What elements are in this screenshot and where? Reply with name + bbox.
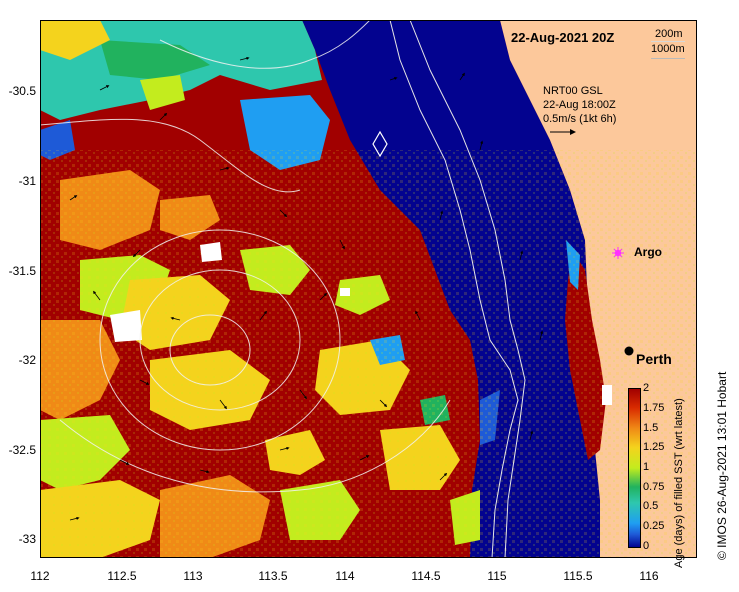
legend-depth-200m: 200m <box>655 28 683 40</box>
x-tick-label: 112.5 <box>107 569 137 583</box>
argo-label: Argo <box>634 245 662 259</box>
x-tick-label: 114.5 <box>411 569 441 583</box>
legend-200m-line <box>651 41 685 42</box>
x-tick-label: 115.5 <box>563 569 593 583</box>
colorbar <box>628 388 641 548</box>
y-tick-label: -31 <box>18 174 36 188</box>
current-note-scale: 0.5m/s (1kt 6h) <box>543 113 617 125</box>
y-tick-label: -32.5 <box>8 443 36 457</box>
colorbar-tick: 1.5 <box>643 422 659 434</box>
colorbar-tick: 1.75 <box>643 402 665 414</box>
ssh-contours <box>40 20 451 493</box>
colorbar-tick: 0.5 <box>643 500 659 512</box>
isobath-1000m <box>409 20 526 558</box>
colorbar-tick: 0.75 <box>643 481 665 493</box>
current-vectors <box>69 56 544 521</box>
x-tick-label: 116 <box>639 569 659 583</box>
legend-depth-1000m: 1000m <box>651 43 685 55</box>
scale-arrow-icon <box>550 129 576 135</box>
y-tick-label: -32 <box>18 353 36 367</box>
x-tick-label: 112 <box>30 569 50 583</box>
x-tick-label: 113.5 <box>258 569 288 583</box>
colorbar-title: Age (days) of filled SST (wrt latest) <box>673 398 685 568</box>
perth-marker <box>624 346 634 356</box>
y-tick-label: -30.5 <box>8 84 36 98</box>
y-tick-label: -33 <box>18 532 36 546</box>
colorbar-tick: 2 <box>643 382 650 394</box>
legend-1000m-line <box>651 58 685 59</box>
x-tick-label: 114 <box>335 569 355 583</box>
colorbar-tick: 0.25 <box>643 520 665 532</box>
colorbar-tick: 0 <box>643 540 650 552</box>
sst-age-map <box>40 20 697 558</box>
current-note-source: NRT00 GSL <box>543 85 603 97</box>
isobath-200m <box>389 20 519 558</box>
argo-marker <box>612 247 624 259</box>
diamond-outline <box>372 130 388 158</box>
x-tick-label: 113 <box>183 569 203 583</box>
credit-text: © IMOS 26-Aug-2021 13:01 Hobart <box>715 371 729 560</box>
y-tick-label: -31.5 <box>8 264 36 278</box>
perth-label: Perth <box>636 351 672 367</box>
x-tick-label: 115 <box>487 569 507 583</box>
colorbar-tick: 1 <box>643 461 650 473</box>
colorbar-tick: 1.25 <box>643 441 665 453</box>
map-title: 22-Aug-2021 20Z <box>511 30 615 45</box>
current-note-time: 22-Aug 18:00Z <box>543 99 616 111</box>
